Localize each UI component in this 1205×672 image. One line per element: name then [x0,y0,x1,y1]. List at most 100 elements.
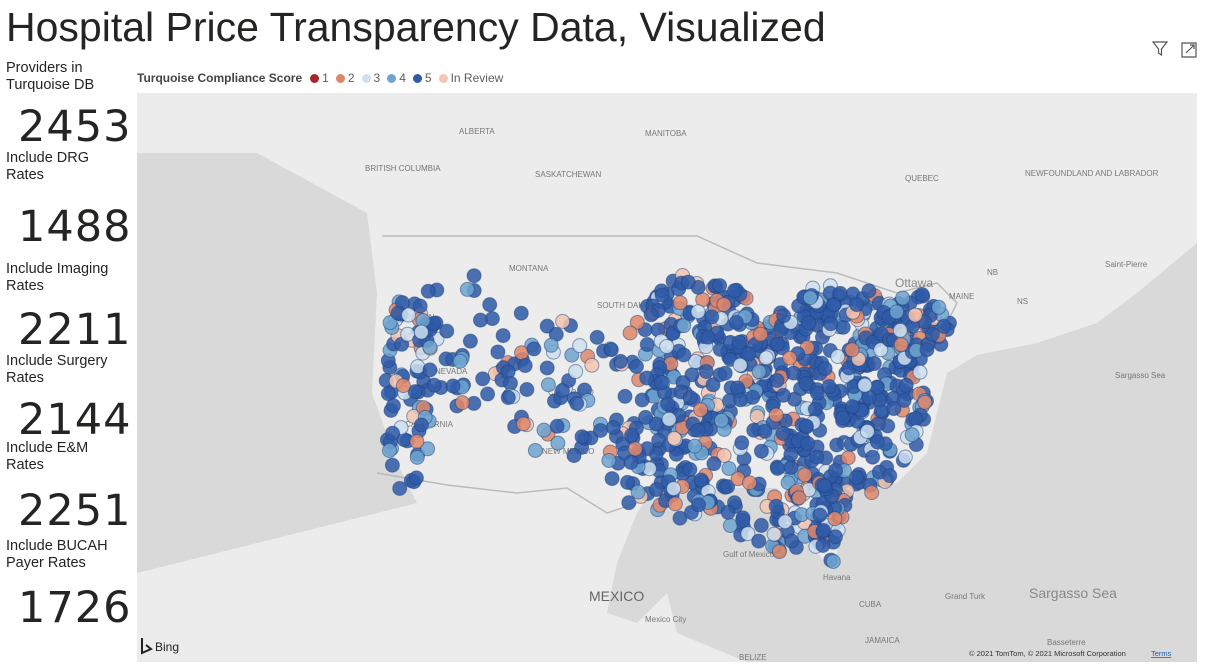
map-point[interactable] [873,342,889,358]
map-point[interactable] [624,427,640,443]
map-point[interactable] [648,482,664,498]
map-point[interactable] [555,313,571,329]
map-point[interactable] [409,449,425,465]
map-point[interactable] [826,297,842,313]
map-point[interactable] [734,435,750,451]
map-point[interactable] [889,304,905,320]
map-point[interactable] [717,365,733,381]
map-point[interactable] [514,345,530,361]
map-point[interactable] [807,401,823,417]
map-point[interactable] [861,283,877,299]
map-point[interactable] [422,339,438,355]
map-point[interactable] [462,333,478,349]
map-point[interactable] [791,490,807,506]
map-point[interactable] [543,337,559,353]
map-point[interactable] [823,316,839,332]
map-point[interactable] [775,387,791,403]
map-point[interactable] [422,362,438,378]
map-point[interactable] [816,478,832,494]
map-point[interactable] [401,307,417,323]
map-point[interactable] [830,349,846,365]
map-point[interactable] [712,278,728,294]
map-point[interactable] [568,364,584,380]
map-point[interactable] [835,319,851,335]
map-point[interactable] [589,329,605,345]
map-point[interactable] [605,420,621,436]
map-point[interactable] [540,377,556,393]
map-point[interactable] [620,474,636,490]
map-point[interactable] [381,442,397,458]
map-point[interactable] [454,395,470,411]
legend-item[interactable]: 1 [310,71,329,85]
map-point[interactable] [687,438,703,454]
map-point[interactable] [661,411,677,427]
map-point[interactable] [704,309,720,325]
map-point[interactable] [859,423,875,439]
map-point[interactable] [385,425,401,441]
map-point[interactable] [753,443,769,459]
map-point[interactable] [777,514,793,530]
map-point[interactable] [835,410,851,426]
map-point[interactable] [861,390,877,406]
map-point[interactable] [912,364,928,380]
map-point[interactable] [758,350,774,366]
map-point[interactable] [882,468,898,484]
map-point[interactable] [815,537,831,553]
legend-item[interactable]: 4 [387,71,406,85]
map-point[interactable] [907,307,923,323]
map-point[interactable] [392,480,408,496]
map-point[interactable] [893,337,909,353]
map-point[interactable] [866,356,882,372]
map-point[interactable] [634,392,650,408]
map-point[interactable] [812,507,828,523]
map-point[interactable] [720,504,736,520]
map-point[interactable] [395,378,411,394]
map-point[interactable] [495,328,511,344]
map-point[interactable] [659,338,675,354]
map-point[interactable] [895,290,911,306]
map-point[interactable] [936,318,952,334]
map-point[interactable] [549,418,565,434]
map-point[interactable] [519,381,535,397]
legend-item[interactable]: In Review [438,71,503,85]
map-point[interactable] [536,422,552,438]
map-point[interactable] [840,450,856,466]
map-point[interactable] [613,353,629,369]
map-point[interactable] [550,435,566,451]
map-point[interactable] [691,497,707,513]
map-point[interactable] [844,399,860,415]
map-point[interactable] [751,364,767,380]
map-point[interactable] [554,383,570,399]
map-point[interactable] [584,357,600,373]
map-point[interactable] [732,357,748,373]
map-point[interactable] [622,325,638,341]
map-point[interactable] [569,395,585,411]
map-point[interactable] [420,441,436,457]
map-point[interactable] [753,326,769,342]
focus-icon[interactable] [1181,42,1197,58]
terms-link[interactable]: Terms [1151,649,1172,658]
map-point[interactable] [849,297,865,313]
map-point[interactable] [409,433,425,449]
legend-item[interactable]: 3 [361,71,380,85]
map-point[interactable] [639,337,655,353]
map-point[interactable] [827,511,843,527]
map-point[interactable] [420,283,436,299]
map-point[interactable] [698,363,714,379]
map-point[interactable] [848,470,864,486]
map-point[interactable] [690,422,706,438]
map-point[interactable] [784,533,800,549]
map-point[interactable] [809,449,825,465]
map-point[interactable] [800,435,816,451]
map-point[interactable] [526,341,542,357]
map-point[interactable] [660,396,676,412]
map-point[interactable] [742,475,758,491]
map-point[interactable] [412,298,428,314]
map-point[interactable] [908,411,924,427]
map-point[interactable] [706,456,722,472]
map-point[interactable] [452,353,468,369]
map-point[interactable] [672,295,688,311]
map-point[interactable] [904,427,920,443]
map-point[interactable] [897,449,913,465]
map-point[interactable] [445,378,461,394]
